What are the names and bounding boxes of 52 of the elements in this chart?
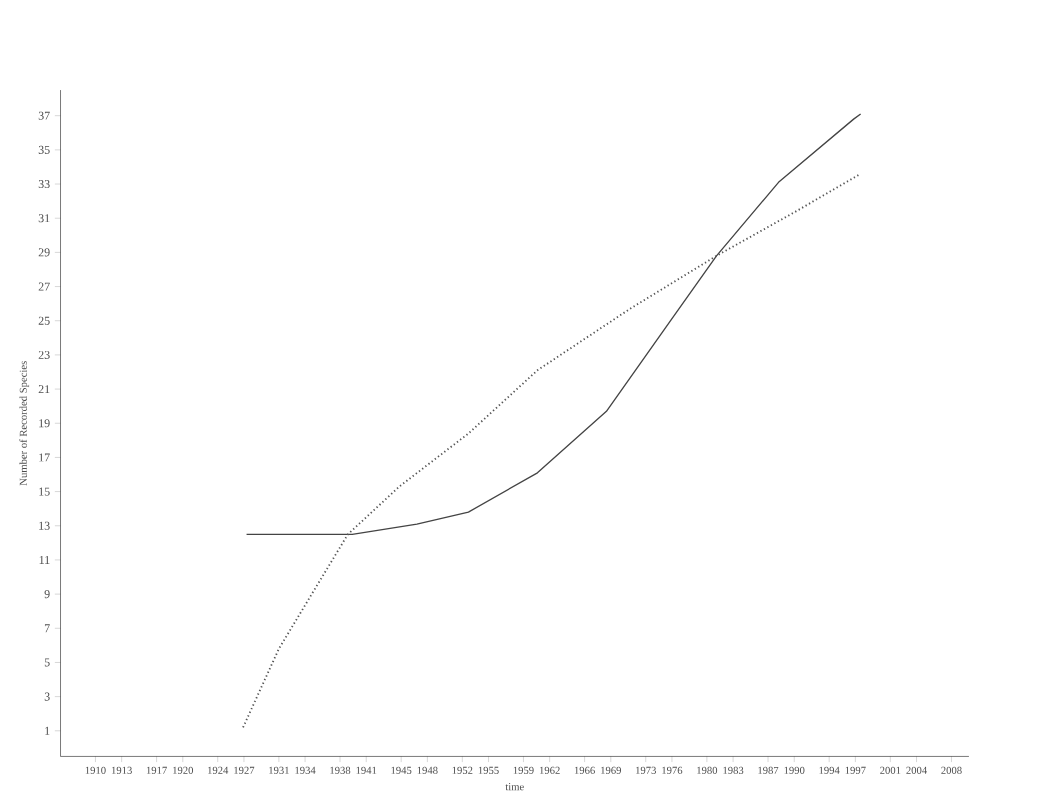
- x-tick-label: 1994: [819, 766, 840, 775]
- x-tick-label: 1987: [758, 767, 779, 775]
- y-tick-label: 27: [38, 282, 50, 291]
- x-tick-label: 1955: [478, 766, 499, 775]
- y-tick-label: 37: [38, 111, 50, 120]
- y-tick-label: 35: [38, 146, 50, 155]
- x-tick-label: 2008: [941, 767, 962, 775]
- y-tick-label: 5: [44, 658, 50, 667]
- y-tick-label: 31: [38, 214, 50, 223]
- x-tick-label: 1959: [513, 766, 534, 775]
- x-tick-label: 1920: [173, 767, 194, 775]
- y-tick-label: 15: [39, 487, 50, 496]
- x-tick-label: 1917: [146, 766, 167, 775]
- y-tick-label: 3: [44, 692, 50, 701]
- x-tick-label: 1931: [269, 766, 289, 775]
- x-tick-label: 1910: [85, 767, 106, 775]
- x-tick-label: 1927: [234, 766, 255, 775]
- x-tick-label: 1913: [111, 766, 132, 775]
- y-tick-label: 33: [38, 180, 50, 189]
- x-tick-label: 1976: [662, 766, 683, 775]
- y-tick-label: 25: [38, 316, 50, 325]
- line-series: [242, 173, 862, 729]
- x-tick-label: 1980: [697, 767, 718, 775]
- y-tick-label: 29: [38, 248, 50, 257]
- y-axis-title: Number of Recorded Species: [19, 361, 30, 486]
- y-tick-label: 17: [39, 453, 50, 462]
- y-tick-label: 21: [38, 385, 50, 394]
- y-tick-label: 9: [44, 590, 50, 599]
- x-tick-label: 1983: [723, 767, 744, 775]
- x-tick-label: 1966: [574, 766, 595, 775]
- y-tick-label: 1: [45, 727, 50, 735]
- line-series: [245, 113, 862, 536]
- y-tick-label: 11: [39, 556, 50, 565]
- x-tick-label: 1938: [330, 767, 351, 775]
- x-tick-label: 1990: [784, 767, 805, 775]
- x-tick-label: 1934: [295, 766, 316, 775]
- y-tick-label: 23: [38, 351, 50, 360]
- x-tick-label: 2001: [880, 767, 901, 775]
- x-tick-label: 1997: [845, 766, 866, 775]
- y-tick-label: 19: [39, 419, 50, 428]
- x-tick-label: 1952: [452, 766, 473, 775]
- x-tick-label: 2004: [906, 767, 927, 775]
- x-tick-label: 1948: [417, 767, 438, 775]
- x-tick-label: 1941: [356, 766, 377, 775]
- x-tick-label: 1945: [391, 766, 412, 775]
- y-tick-label: 7: [44, 624, 50, 633]
- y-tick-label: 13: [39, 521, 50, 530]
- x-axis-title: time: [505, 783, 524, 791]
- x-tick-label: 1924: [208, 766, 229, 775]
- x-tick-label: 1973: [636, 766, 656, 775]
- x-tick-label: 1962: [539, 766, 560, 775]
- x-tick-label: 1969: [601, 766, 621, 775]
